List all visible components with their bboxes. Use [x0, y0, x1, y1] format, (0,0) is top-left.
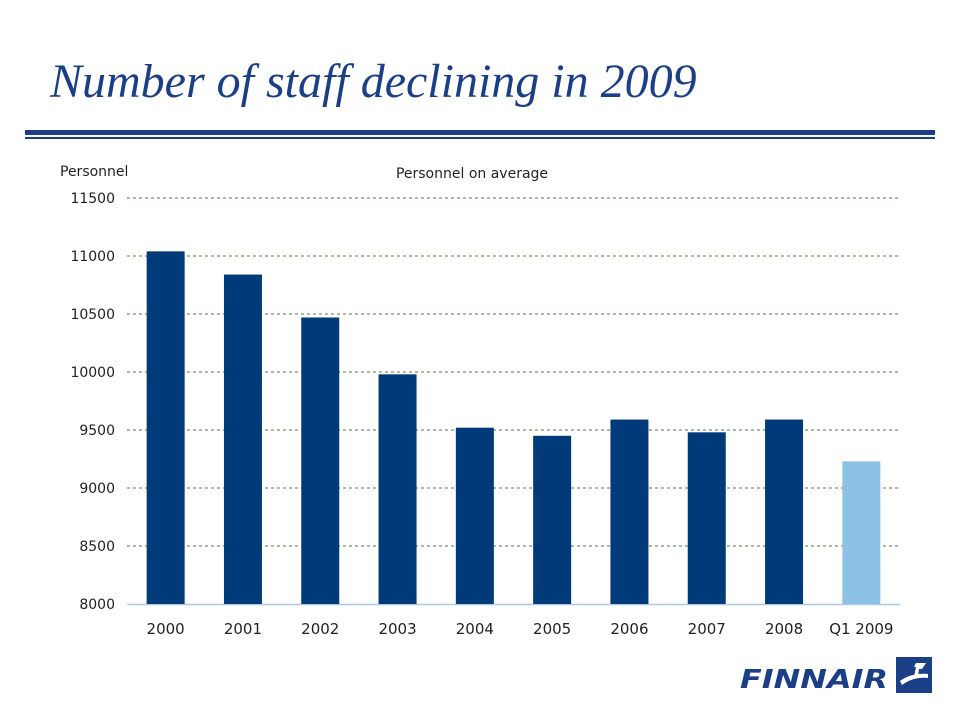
bar: [610, 419, 649, 604]
title-underline-thin: [25, 137, 935, 139]
x-tick-label: 2000: [147, 620, 185, 638]
x-tick-label: 2003: [378, 620, 416, 638]
page-title: Number of staff declining in 2009: [50, 55, 697, 108]
y-axis-ticks: 8000 8500 9000 9500 10000 10500 11000 11500: [70, 191, 115, 613]
y-axis-label: Personnel: [60, 164, 128, 180]
bar: [533, 435, 572, 604]
x-tick-label: 2008: [765, 620, 803, 638]
x-tick-label: 2006: [610, 620, 648, 638]
x-axis-ticks: 2000 2001 2002 2003 2004 2005 2006 2007 2008 Q1 2…: [147, 620, 894, 638]
y-tick-label: 9000: [79, 481, 115, 497]
y-tick-label: 9500: [79, 423, 115, 439]
bar: [842, 461, 881, 604]
bar: [765, 419, 804, 604]
bar: [455, 427, 494, 604]
title-underline-thick: [25, 130, 935, 135]
x-tick-label: 2005: [533, 620, 571, 638]
y-tick-label: 10000: [70, 365, 115, 381]
x-tick-label: Q1 2009: [829, 620, 893, 638]
bars: [146, 251, 881, 605]
x-tick-label: 2004: [456, 620, 494, 638]
y-tick-label: 8500: [79, 539, 115, 555]
bar: [146, 251, 185, 605]
y-tick-label: 8000: [79, 597, 115, 613]
bar: [687, 432, 726, 604]
bar-chart: Personnel on average Personnel 8000 8500 9…: [60, 164, 900, 638]
finnair-emblem-icon: [896, 657, 932, 693]
bar: [378, 374, 417, 604]
bar: [301, 317, 340, 604]
x-tick-label: 2001: [224, 620, 262, 638]
y-tick-label: 11500: [70, 191, 115, 207]
finnair-logo: FINNAIR: [740, 657, 932, 695]
x-tick-label: 2002: [301, 620, 339, 638]
y-tick-label: 10500: [70, 307, 115, 323]
finnair-wordmark: FINNAIR: [740, 665, 888, 695]
x-tick-label: 2007: [688, 620, 726, 638]
y-tick-label: 11000: [70, 249, 115, 265]
chart-title: Personnel on average: [396, 166, 548, 182]
bar: [223, 274, 262, 604]
